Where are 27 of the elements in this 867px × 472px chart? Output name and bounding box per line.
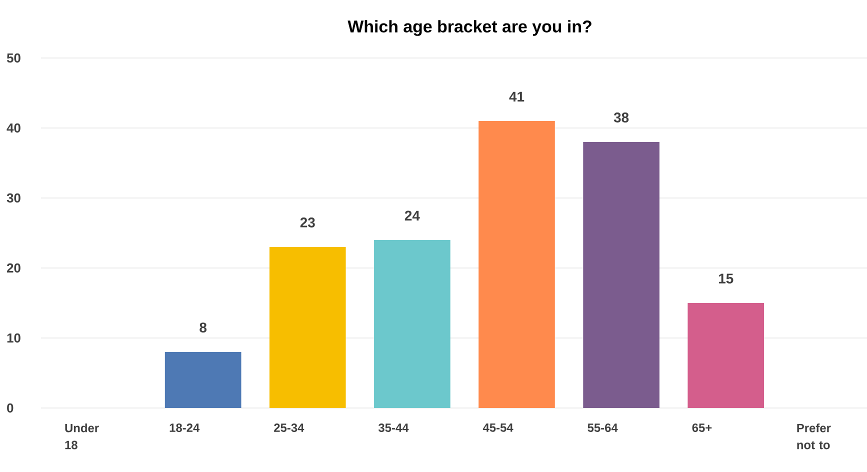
data-label: 23 [300,218,315,228]
x-tick-label: 18-24 [170,424,200,432]
y-tick-label: 0 [7,403,14,413]
data-label: 38 [614,112,629,122]
bar [688,302,764,408]
bar [164,352,242,408]
y-tick-label: 20 [6,263,20,273]
x-tick-label: 45-54 [482,424,514,432]
x-tick-label: Prefer not to [797,424,831,450]
x-tick-label: 65+ [692,424,712,432]
x-tick-label: 55-64 [588,424,618,432]
x-tick-label: 25-34 [274,424,304,432]
y-tick-label: 40 [6,123,20,133]
x-tick-label: Under 18 [65,424,99,450]
y-tick-label: 10 [7,333,20,343]
bar [583,142,660,408]
data-label: 24 [404,210,420,220]
chart-title: Which age bracket are you in? [348,20,592,36]
bar [478,120,555,408]
bar [374,240,450,408]
x-tick-label: 35-44 [378,424,409,432]
data-label: 41 [509,92,524,102]
data-label: 8 [200,322,207,332]
bar [269,246,346,408]
y-tick-label: 50 [6,53,20,63]
y-tick-label: 30 [6,193,20,203]
data-label: 15 [718,274,734,284]
